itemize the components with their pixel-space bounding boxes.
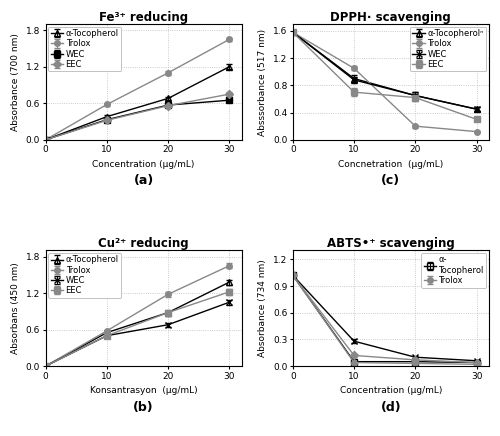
Legend: α-Tocopherolⁿ, Trolox, WEC, EEC: α-Tocopherolⁿ, Trolox, WEC, EEC	[410, 27, 486, 72]
X-axis label: Concentration (μg/mL): Concentration (μg/mL)	[92, 160, 195, 169]
Title: Cu²⁺ reducing: Cu²⁺ reducing	[98, 238, 189, 250]
Title: Fe³⁺ reducing: Fe³⁺ reducing	[99, 11, 188, 24]
Y-axis label: Absorbance (700 nm): Absorbance (700 nm)	[11, 33, 20, 131]
Legend: α-Tocopherol, Trolox, WEC, EEC: α-Tocopherol, Trolox, WEC, EEC	[48, 27, 121, 72]
Text: (c): (c)	[382, 174, 400, 187]
Legend: α-
Tocopherol, Trolox: α- Tocopherol, Trolox	[421, 253, 486, 288]
Y-axis label: Absorbance (734 nm): Absorbance (734 nm)	[258, 259, 268, 357]
Title: DPPH· scavenging: DPPH· scavenging	[330, 11, 451, 24]
Y-axis label: Absssorbance (517 nm): Absssorbance (517 nm)	[258, 28, 268, 136]
Title: ABTS•⁺ scavenging: ABTS•⁺ scavenging	[327, 238, 454, 250]
Legend: α-Tocopherol, Trolox, WEC, EEC: α-Tocopherol, Trolox, WEC, EEC	[48, 253, 121, 298]
Text: (b): (b)	[134, 401, 154, 414]
X-axis label: Konsantrasyon  (μg/mL): Konsantrasyon (μg/mL)	[90, 386, 198, 395]
X-axis label: Concentration (μg/mL): Concentration (μg/mL)	[340, 386, 442, 395]
Y-axis label: Absorbans (450 nm): Absorbans (450 nm)	[11, 262, 20, 354]
X-axis label: Concnetration  (μg/mL): Concnetration (μg/mL)	[338, 160, 444, 169]
Text: (a): (a)	[134, 174, 154, 187]
Text: (d): (d)	[380, 401, 401, 414]
